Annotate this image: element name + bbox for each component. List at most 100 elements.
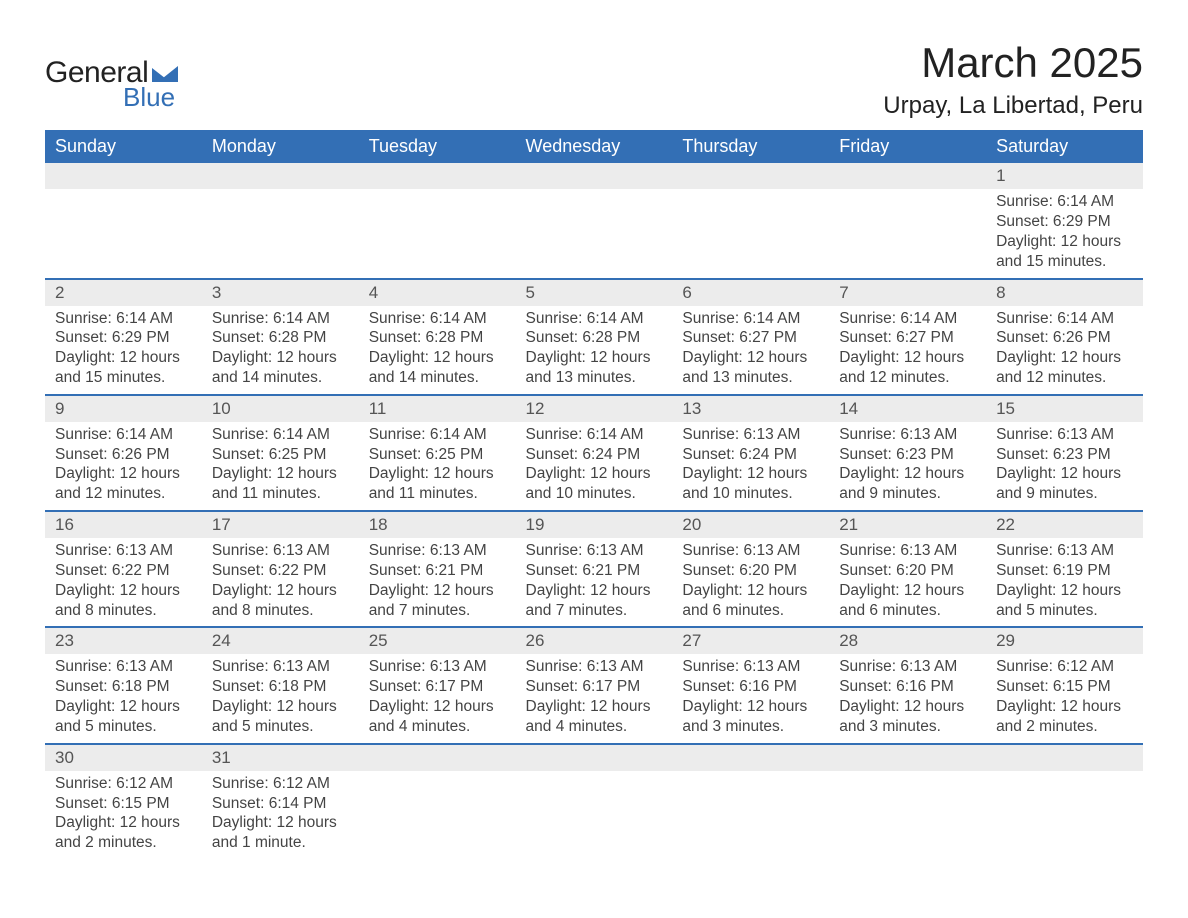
day-data: [672, 771, 829, 798]
day-data-cell: Sunrise: 6:13 AMSunset: 6:24 PMDaylight:…: [672, 422, 829, 511]
day-number-cell: 11: [359, 395, 516, 422]
col-tuesday: Tuesday: [359, 130, 516, 163]
daylight-line: Daylight: 12 hours and 7 minutes.: [369, 581, 506, 621]
day-number: 5: [516, 280, 673, 306]
sunrise-line: Sunrise: 6:13 AM: [212, 657, 349, 677]
day-data: [202, 189, 359, 216]
day-data-cell: [45, 189, 202, 278]
daylight-line: Daylight: 12 hours and 6 minutes.: [839, 581, 976, 621]
day-data-cell: Sunrise: 6:14 AMSunset: 6:26 PMDaylight:…: [986, 306, 1143, 395]
sunset-line: Sunset: 6:22 PM: [212, 561, 349, 581]
day-number: [202, 163, 359, 189]
daylight-line: Daylight: 12 hours and 1 minute.: [212, 813, 349, 853]
sunrise-line: Sunrise: 6:14 AM: [212, 309, 349, 329]
day-number: [986, 745, 1143, 771]
day-data-cell: Sunrise: 6:13 AMSunset: 6:23 PMDaylight:…: [829, 422, 986, 511]
sunrise-line: Sunrise: 6:13 AM: [996, 425, 1133, 445]
day-data: [359, 189, 516, 216]
daylight-line: Daylight: 12 hours and 11 minutes.: [369, 464, 506, 504]
daylight-line: Daylight: 12 hours and 4 minutes.: [526, 697, 663, 737]
day-number-cell: [829, 163, 986, 189]
sunset-line: Sunset: 6:27 PM: [682, 328, 819, 348]
day-number-cell: 31: [202, 744, 359, 771]
daylight-line: Daylight: 12 hours and 3 minutes.: [682, 697, 819, 737]
day-data-cell: Sunrise: 6:13 AMSunset: 6:22 PMDaylight:…: [202, 538, 359, 627]
day-number-cell: 15: [986, 395, 1143, 422]
day-data-cell: [829, 189, 986, 278]
day-data-cell: Sunrise: 6:13 AMSunset: 6:16 PMDaylight:…: [672, 654, 829, 743]
daylight-line: Daylight: 12 hours and 10 minutes.: [526, 464, 663, 504]
day-number-cell: 30: [45, 744, 202, 771]
day-data-cell: Sunrise: 6:13 AMSunset: 6:19 PMDaylight:…: [986, 538, 1143, 627]
week-data-row: Sunrise: 6:13 AMSunset: 6:18 PMDaylight:…: [45, 654, 1143, 743]
day-number: 12: [516, 396, 673, 422]
calendar-table: Sunday Monday Tuesday Wednesday Thursday…: [45, 130, 1143, 859]
sunrise-line: Sunrise: 6:13 AM: [55, 657, 192, 677]
daylight-line: Daylight: 12 hours and 2 minutes.: [55, 813, 192, 853]
day-data: [359, 771, 516, 798]
daylight-line: Daylight: 12 hours and 5 minutes.: [996, 581, 1133, 621]
day-number-cell: [986, 744, 1143, 771]
day-data-cell: Sunrise: 6:14 AMSunset: 6:28 PMDaylight:…: [516, 306, 673, 395]
sunset-line: Sunset: 6:21 PM: [526, 561, 663, 581]
day-data-cell: [829, 771, 986, 859]
sunset-line: Sunset: 6:17 PM: [369, 677, 506, 697]
sunset-line: Sunset: 6:23 PM: [996, 445, 1133, 465]
daylight-line: Daylight: 12 hours and 6 minutes.: [682, 581, 819, 621]
day-number-cell: [672, 744, 829, 771]
col-sunday: Sunday: [45, 130, 202, 163]
sunrise-line: Sunrise: 6:13 AM: [682, 425, 819, 445]
sunset-line: Sunset: 6:29 PM: [996, 212, 1133, 232]
day-number-cell: 10: [202, 395, 359, 422]
day-data: Sunrise: 6:14 AMSunset: 6:29 PMDaylight:…: [45, 306, 202, 394]
week-data-row: Sunrise: 6:14 AMSunset: 6:29 PMDaylight:…: [45, 306, 1143, 395]
day-number: 31: [202, 745, 359, 771]
sunrise-line: Sunrise: 6:13 AM: [526, 541, 663, 561]
day-number: 20: [672, 512, 829, 538]
day-number: 10: [202, 396, 359, 422]
sunset-line: Sunset: 6:20 PM: [682, 561, 819, 581]
day-data: Sunrise: 6:13 AMSunset: 6:20 PMDaylight:…: [672, 538, 829, 626]
day-number: 1: [986, 163, 1143, 189]
day-data: Sunrise: 6:13 AMSunset: 6:18 PMDaylight:…: [45, 654, 202, 742]
day-number: 7: [829, 280, 986, 306]
daylight-line: Daylight: 12 hours and 14 minutes.: [369, 348, 506, 388]
day-data-cell: [516, 771, 673, 859]
day-data: Sunrise: 6:13 AMSunset: 6:16 PMDaylight:…: [672, 654, 829, 742]
daylight-line: Daylight: 12 hours and 5 minutes.: [55, 697, 192, 737]
day-number-cell: 17: [202, 511, 359, 538]
logo-triangle-icon: [152, 64, 178, 82]
col-wednesday: Wednesday: [516, 130, 673, 163]
sunrise-line: Sunrise: 6:14 AM: [369, 309, 506, 329]
sunrise-line: Sunrise: 6:13 AM: [526, 657, 663, 677]
header-row: Sunday Monday Tuesday Wednesday Thursday…: [45, 130, 1143, 163]
day-number-cell: 20: [672, 511, 829, 538]
day-number: 14: [829, 396, 986, 422]
day-number: 26: [516, 628, 673, 654]
sunset-line: Sunset: 6:14 PM: [212, 794, 349, 814]
day-number-cell: 12: [516, 395, 673, 422]
day-number: 29: [986, 628, 1143, 654]
sunrise-line: Sunrise: 6:14 AM: [212, 425, 349, 445]
day-data-cell: Sunrise: 6:14 AMSunset: 6:27 PMDaylight:…: [672, 306, 829, 395]
daylight-line: Daylight: 12 hours and 9 minutes.: [996, 464, 1133, 504]
sunrise-line: Sunrise: 6:13 AM: [369, 657, 506, 677]
sunrise-line: Sunrise: 6:12 AM: [996, 657, 1133, 677]
day-data-cell: Sunrise: 6:14 AMSunset: 6:27 PMDaylight:…: [829, 306, 986, 395]
day-number-cell: [516, 163, 673, 189]
day-number-cell: 5: [516, 279, 673, 306]
day-number-cell: 2: [45, 279, 202, 306]
day-data-cell: Sunrise: 6:13 AMSunset: 6:23 PMDaylight:…: [986, 422, 1143, 511]
daylight-line: Daylight: 12 hours and 2 minutes.: [996, 697, 1133, 737]
sunset-line: Sunset: 6:18 PM: [212, 677, 349, 697]
sunset-line: Sunset: 6:25 PM: [212, 445, 349, 465]
day-number-cell: 27: [672, 627, 829, 654]
sunset-line: Sunset: 6:26 PM: [996, 328, 1133, 348]
day-data: Sunrise: 6:14 AMSunset: 6:28 PMDaylight:…: [202, 306, 359, 394]
day-data: Sunrise: 6:13 AMSunset: 6:23 PMDaylight:…: [829, 422, 986, 510]
day-number-cell: 16: [45, 511, 202, 538]
logo-text-blue: Blue: [123, 84, 175, 110]
daylight-line: Daylight: 12 hours and 12 minutes.: [55, 464, 192, 504]
col-monday: Monday: [202, 130, 359, 163]
day-number-cell: 6: [672, 279, 829, 306]
